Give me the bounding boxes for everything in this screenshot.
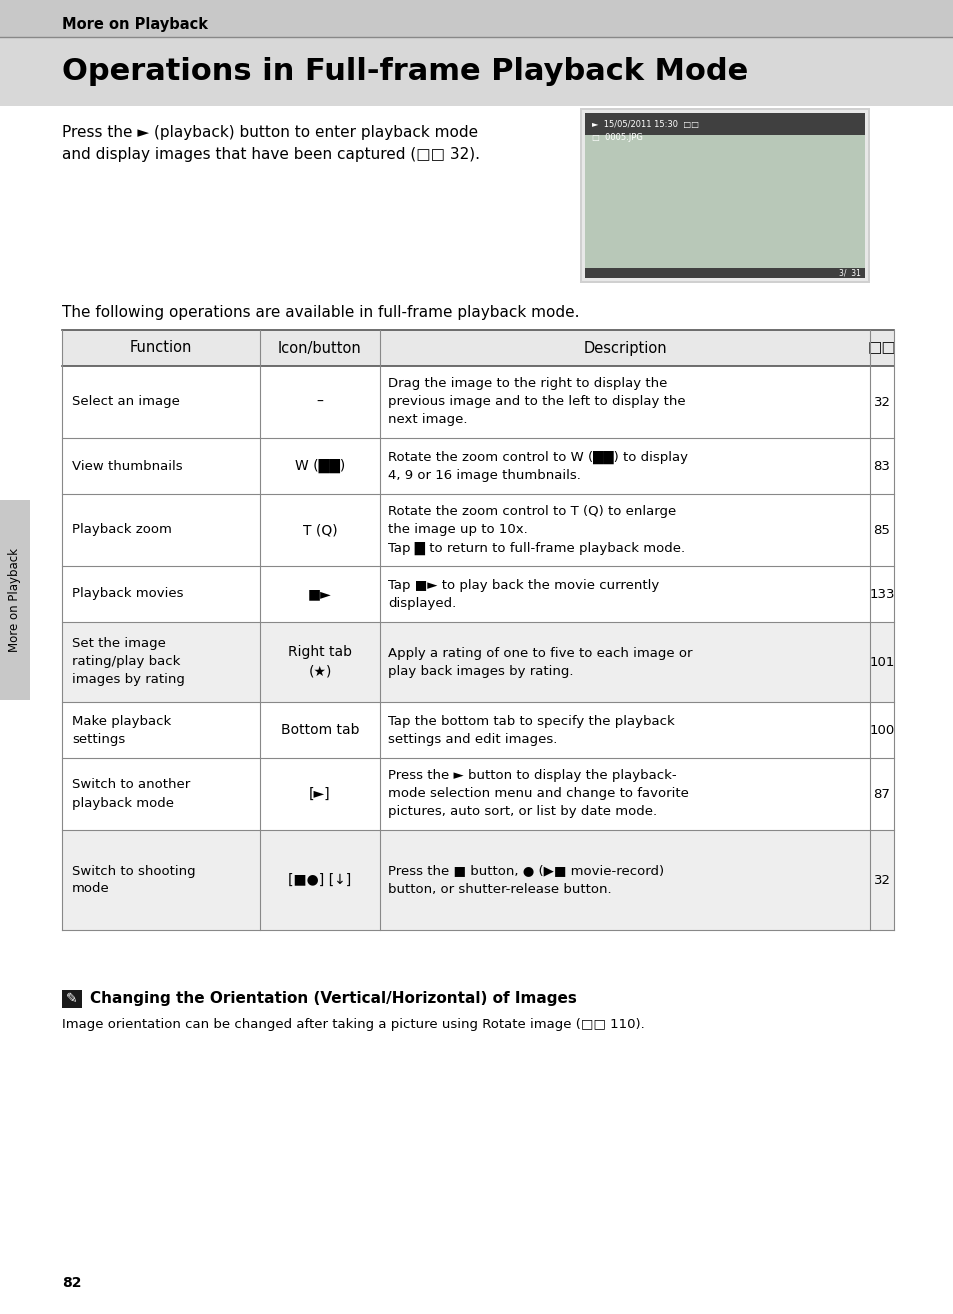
Bar [62, 989, 82, 1008]
Bar [584, 268, 864, 279]
Bar [62, 622, 893, 702]
Text: Function: Function [130, 340, 192, 356]
Text: T (Q): T (Q) [302, 523, 337, 537]
Bar [0, 0, 953, 38]
Text: Icon/button: Icon/button [278, 340, 361, 356]
Text: Apply a rating of one to five to each image or
play back images by rating.: Apply a rating of one to five to each im… [388, 646, 692, 678]
Text: Press the ■ button, ● (▶■ movie-record)
button, or shutter-release button.: Press the ■ button, ● (▶■ movie-record) … [388, 865, 663, 896]
Text: □  0005.JPG: □ 0005.JPG [592, 134, 642, 142]
Bar [584, 113, 864, 135]
Text: Right tab
(★): Right tab (★) [288, 645, 352, 679]
Text: Rotate the zoom control to W (██) to display
4, 9 or 16 image thumbnails.: Rotate the zoom control to W (██) to dis… [388, 451, 687, 482]
Bar [584, 135, 864, 273]
Text: ■►: ■► [308, 587, 332, 600]
Text: Select an image: Select an image [71, 396, 180, 409]
Text: Tap the bottom tab to specify the playback
settings and edit images.: Tap the bottom tab to specify the playba… [388, 715, 674, 745]
Text: Bottom tab: Bottom tab [280, 723, 359, 737]
Bar [62, 830, 893, 930]
Text: ►  15/05/2011 15:30  □□: ► 15/05/2011 15:30 □□ [592, 121, 699, 130]
Text: Set the image
rating/play back
images by rating: Set the image rating/play back images by… [71, 637, 185, 686]
Bar [62, 438, 893, 494]
Text: Rotate the zoom control to T (Q) to enlarge
the image up to 10x.
Tap █ to return: Rotate the zoom control to T (Q) to enla… [388, 506, 684, 555]
Text: More on Playback: More on Playback [62, 17, 208, 32]
Text: The following operations are available in full-frame playback mode.: The following operations are available i… [62, 305, 578, 321]
Text: Image orientation can be changed after taking a picture using Rotate image (□□ 1: Image orientation can be changed after t… [62, 1018, 644, 1031]
Bar [581, 110, 867, 281]
Bar [62, 702, 893, 758]
Text: 100: 100 [868, 724, 894, 737]
Bar [62, 494, 893, 566]
Text: More on Playback: More on Playback [9, 548, 22, 652]
Text: –: – [316, 396, 323, 409]
Bar [62, 367, 893, 438]
Bar [579, 108, 869, 283]
Text: Switch to shooting
mode: Switch to shooting mode [71, 865, 195, 896]
Text: Changing the Orientation (Vertical/Horizontal) of Images: Changing the Orientation (Vertical/Horiz… [90, 992, 577, 1007]
Text: View thumbnails: View thumbnails [71, 460, 182, 473]
Text: 32: 32 [873, 874, 889, 887]
Text: Operations in Full-frame Playback Mode: Operations in Full-frame Playback Mode [62, 58, 747, 87]
Bar [0, 38, 953, 106]
Bar [0, 501, 30, 700]
Text: 87: 87 [873, 787, 889, 800]
Text: Press the ► (playback) button to enter playback mode
and display images that hav: Press the ► (playback) button to enter p… [62, 125, 479, 162]
Text: 32: 32 [873, 396, 889, 409]
Text: Drag the image to the right to display the
previous image and to the left to dis: Drag the image to the right to display t… [388, 377, 685, 427]
Text: Playback movies: Playback movies [71, 587, 183, 600]
Text: W (██): W (██) [294, 459, 345, 473]
Text: Playback zoom: Playback zoom [71, 523, 172, 536]
Text: Switch to another
playback mode: Switch to another playback mode [71, 778, 190, 809]
Text: 133: 133 [868, 587, 894, 600]
Bar [62, 566, 893, 622]
Text: □□: □□ [866, 340, 896, 356]
Bar [62, 758, 893, 830]
Bar [584, 113, 864, 279]
Text: Make playback
settings: Make playback settings [71, 715, 172, 745]
Text: [►]: [►] [309, 787, 331, 802]
Text: 85: 85 [873, 523, 889, 536]
Text: ✎: ✎ [66, 992, 78, 1007]
Text: 83: 83 [873, 460, 889, 473]
Text: [■●] [↓]: [■●] [↓] [288, 872, 352, 887]
Text: 101: 101 [868, 656, 894, 669]
Text: 82: 82 [62, 1276, 81, 1290]
Text: Description: Description [582, 340, 666, 356]
Text: 3/  31: 3/ 31 [839, 268, 860, 277]
Text: Tap ■► to play back the movie currently
displayed.: Tap ■► to play back the movie currently … [388, 578, 659, 610]
Text: Press the ► button to display the playback-
mode selection menu and change to fa: Press the ► button to display the playba… [388, 770, 688, 819]
Bar [62, 330, 893, 367]
